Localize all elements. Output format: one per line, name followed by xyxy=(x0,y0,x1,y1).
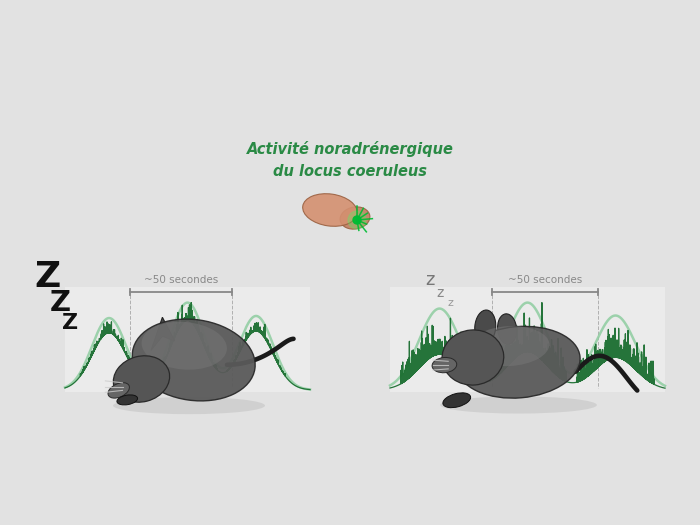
Text: z: z xyxy=(436,286,444,300)
FancyBboxPatch shape xyxy=(65,287,310,392)
Text: ~50 secondes: ~50 secondes xyxy=(508,275,582,285)
Ellipse shape xyxy=(475,310,496,344)
Ellipse shape xyxy=(442,330,504,385)
FancyBboxPatch shape xyxy=(390,287,665,392)
Text: z: z xyxy=(426,271,435,289)
Ellipse shape xyxy=(113,356,169,402)
Ellipse shape xyxy=(457,327,580,398)
Text: Activité noradrénergique
du locus coeruleus: Activité noradrénergique du locus coerul… xyxy=(246,141,454,179)
Ellipse shape xyxy=(108,383,130,398)
Ellipse shape xyxy=(340,207,370,229)
Ellipse shape xyxy=(469,326,550,366)
Circle shape xyxy=(353,216,361,224)
Ellipse shape xyxy=(141,322,227,370)
Text: Z: Z xyxy=(34,260,60,294)
Circle shape xyxy=(348,211,366,229)
Text: Z: Z xyxy=(50,289,71,317)
Ellipse shape xyxy=(498,314,517,344)
Ellipse shape xyxy=(117,395,138,405)
Ellipse shape xyxy=(302,194,357,226)
Text: ~50 secondes: ~50 secondes xyxy=(144,275,218,285)
Ellipse shape xyxy=(440,396,597,414)
Ellipse shape xyxy=(443,393,470,407)
Ellipse shape xyxy=(113,397,265,414)
Text: Z: Z xyxy=(62,313,78,333)
Polygon shape xyxy=(151,317,175,351)
Text: z: z xyxy=(447,298,453,308)
Ellipse shape xyxy=(432,358,456,373)
Ellipse shape xyxy=(132,319,256,401)
